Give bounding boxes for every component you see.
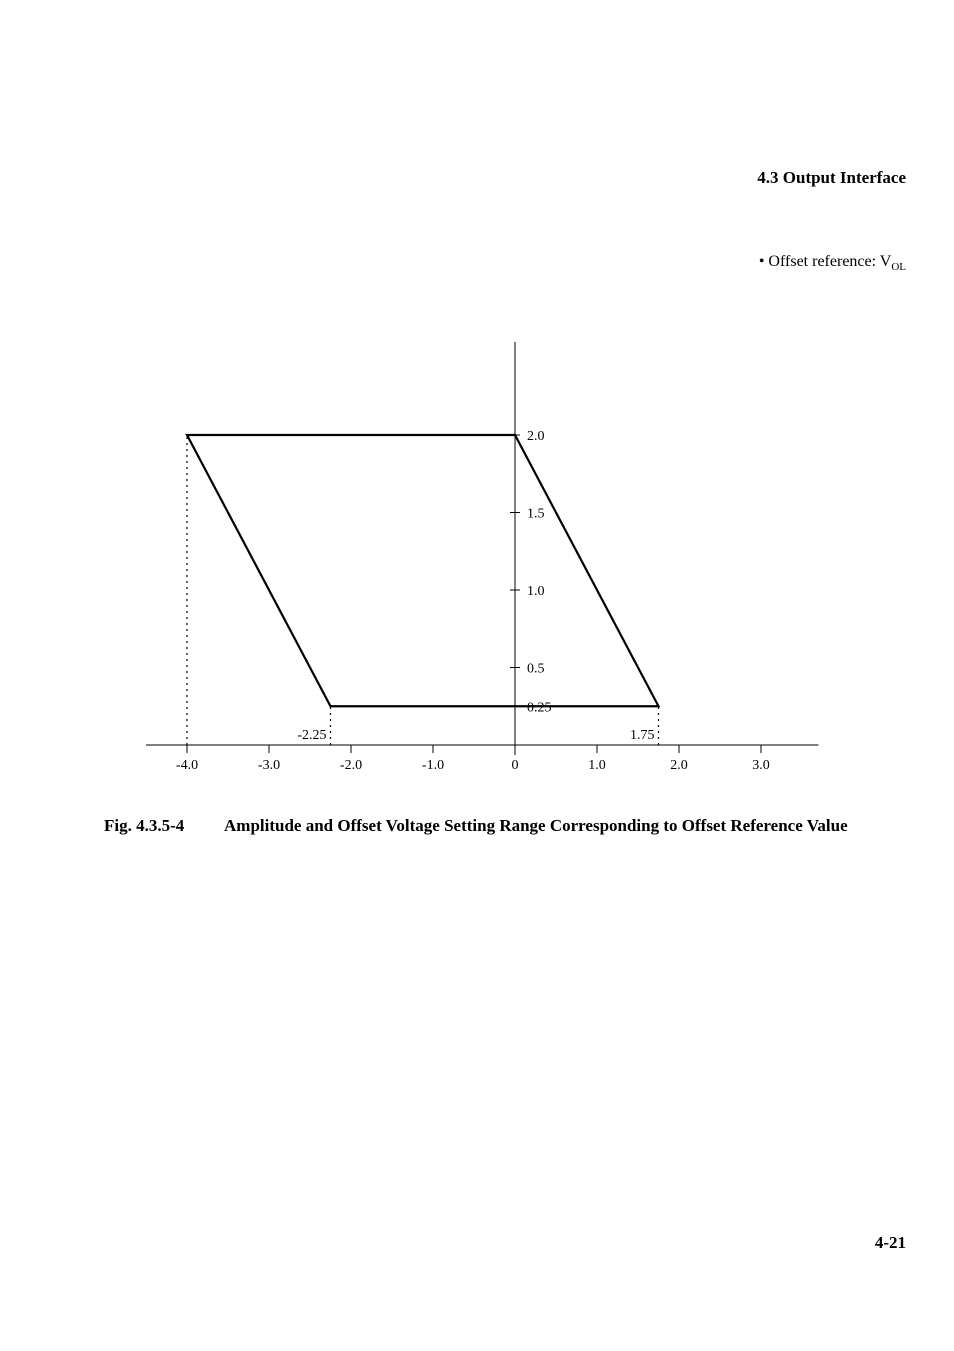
figure-text: Amplitude and Offset Voltage Setting Ran… xyxy=(224,816,906,836)
x-tick-label: 0 xyxy=(512,758,519,773)
section-header: 4.3 Output Interface xyxy=(757,168,906,188)
y-tick-label: 0.25 xyxy=(527,700,552,715)
figure-caption: Fig. 4.3.5-4 Amplitude and Offset Voltag… xyxy=(104,816,906,836)
x-tick-label: -1.0 xyxy=(422,758,444,773)
offset-reference-note: • Offset reference: VOL xyxy=(759,253,906,273)
note-text: • Offset reference: V xyxy=(759,253,892,270)
chart-svg: -4.0 -3.0 -2.0 -1.0 0 1.0 2.0 3.0 0.25 0.5 1.0 1.5 2… xyxy=(100,310,850,790)
range-polygon xyxy=(187,435,659,706)
figure-number: Fig. 4.3.5-4 xyxy=(104,816,224,836)
note-subscript: OL xyxy=(891,261,906,273)
x-tick-label: 2.0 xyxy=(670,758,688,773)
x-tick-label: -4.0 xyxy=(176,758,198,773)
y-tick-label: 0.5 xyxy=(527,662,545,677)
x-tick-label: 3.0 xyxy=(752,758,770,773)
x-tick-label: -2.0 xyxy=(340,758,362,773)
page-number: 4-21 xyxy=(875,1233,906,1253)
x-tick-label: 1.0 xyxy=(588,758,606,773)
extra-x-label: -2.25 xyxy=(297,728,326,743)
y-tick-label: 1.0 xyxy=(527,584,545,599)
y-tick-label: 2.0 xyxy=(527,429,545,444)
extra-x-label: 1.75 xyxy=(630,728,655,743)
y-tick-label: 1.5 xyxy=(527,507,545,522)
chart-container: -4.0 -3.0 -2.0 -1.0 0 1.0 2.0 3.0 0.25 0.5 1.0 1.5 2… xyxy=(100,310,850,790)
x-tick-label: -3.0 xyxy=(258,758,280,773)
